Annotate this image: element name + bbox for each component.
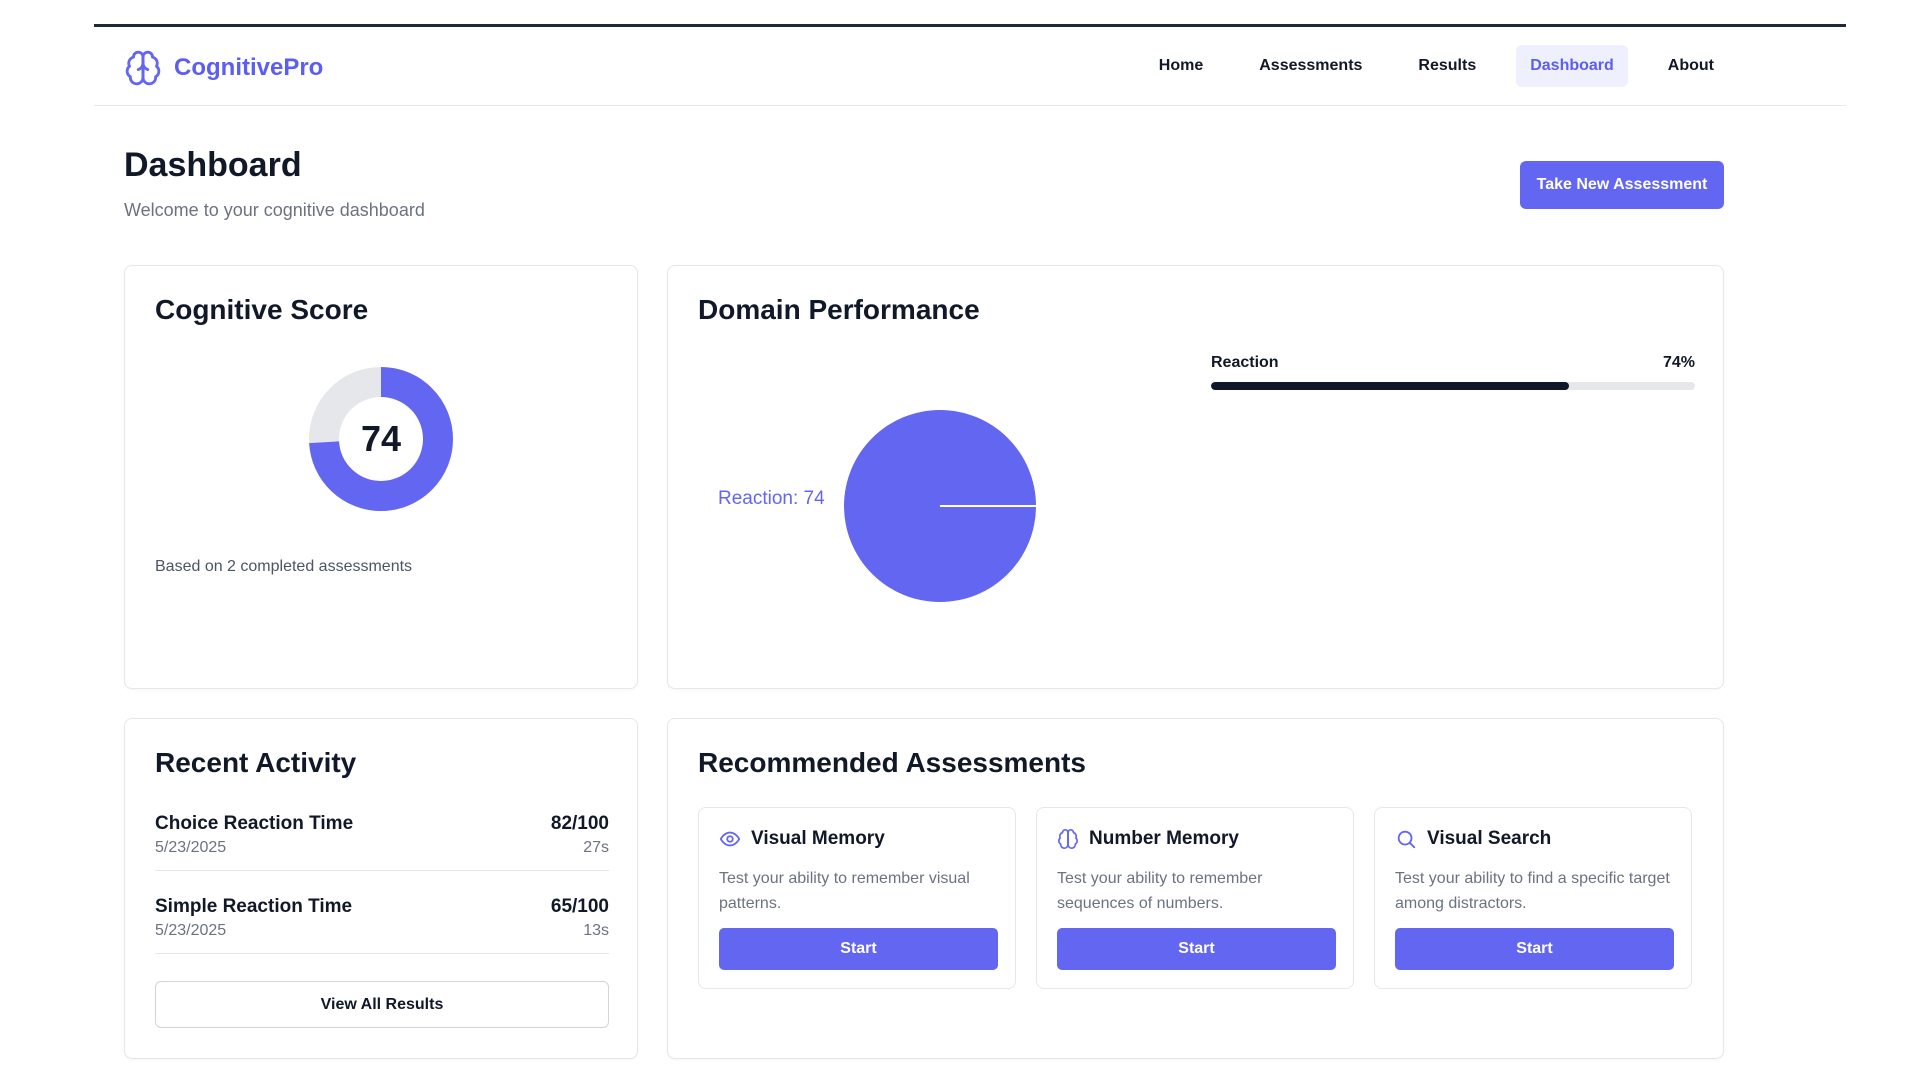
assessment-card-visual-memory: Visual Memory Test your ability to remem…: [698, 807, 1016, 989]
activity-time: 27s: [583, 839, 609, 856]
start-number-memory-button[interactable]: Start: [1057, 928, 1336, 970]
nav-assessments[interactable]: Assessments: [1259, 57, 1363, 74]
recent-activity-card: Recent Activity Choice Reaction Time 5/2…: [124, 718, 638, 1059]
score-ring: [309, 367, 453, 511]
nav-home[interactable]: Home: [1158, 57, 1204, 74]
assessment-description: Test your ability to find a specific tar…: [1395, 870, 1670, 912]
assessment-description: Test your ability to remember visual pat…: [719, 870, 970, 912]
domain-performance-title: Domain Performance: [698, 294, 980, 325]
brand-logo[interactable]: CognitivePro: [124, 49, 323, 87]
navbar: CognitivePro Home Assessments Results Da…: [94, 27, 1846, 106]
domain-pie-chart: [844, 410, 1036, 602]
nav-dashboard[interactable]: Dashboard: [1516, 45, 1628, 87]
take-new-assessment-button[interactable]: Take New Assessment: [1520, 161, 1724, 209]
domain-bar-reaction: Reaction 74%: [1211, 354, 1695, 390]
assessment-name: Visual Search: [1427, 828, 1552, 849]
domain-bar-fill: [1211, 382, 1570, 390]
domain-performance-card: Domain Performance Reaction: 74 Reaction…: [667, 265, 1724, 689]
activity-name: Choice Reaction Time: [155, 813, 354, 834]
assessment-description: Test your ability to remember sequences …: [1057, 870, 1263, 912]
pie-slice-label: Reaction: 74: [718, 488, 825, 509]
domain-bar-label: Reaction: [1211, 354, 1279, 371]
start-visual-search-button[interactable]: Start: [1395, 928, 1674, 970]
view-all-results-button[interactable]: View All Results: [155, 981, 609, 1028]
nav-about[interactable]: About: [1667, 57, 1714, 74]
brand-name: CognitivePro: [174, 54, 324, 81]
brain-icon: [125, 50, 161, 86]
score-note: Based on 2 completed assessments: [155, 558, 413, 575]
activity-time: 13s: [583, 922, 609, 939]
activity-date: 5/23/2025: [155, 922, 227, 939]
activity-item[interactable]: Simple Reaction Time 5/23/2025 65/100 13…: [155, 884, 609, 954]
page-subtitle: Welcome to your cognitive dashboard: [124, 200, 425, 220]
score-value: 74: [360, 418, 402, 459]
activity-item[interactable]: Choice Reaction Time 5/23/2025 82/100 27…: [155, 801, 609, 871]
assessment-name: Number Memory: [1089, 828, 1239, 849]
score-ring-fill: [309, 367, 453, 511]
recommended-assessments-title: Recommended Assessments: [698, 747, 1087, 778]
top-border: [94, 24, 1846, 27]
assessment-card-number-memory: Number Memory Test your ability to remem…: [1036, 807, 1354, 989]
start-visual-memory-button[interactable]: Start: [719, 928, 998, 970]
eye-icon: [719, 831, 741, 847]
recommended-assessments-card: Recommended Assessments Visual Memory Te…: [667, 718, 1724, 1059]
cognitive-score-title: Cognitive Score: [155, 294, 369, 325]
brain-icon: [1058, 829, 1078, 849]
search-icon: [1397, 830, 1416, 849]
cognitive-score-card: Cognitive Score 74 Based on 2 completed …: [124, 265, 638, 689]
activity-name: Simple Reaction Time: [155, 896, 353, 917]
activity-date: 5/23/2025: [155, 839, 227, 856]
activity-score: 65/100: [550, 896, 609, 917]
assessment-name: Visual Memory: [751, 828, 885, 849]
domain-bar-track: [1211, 382, 1695, 390]
domain-bar-value: 74%: [1662, 354, 1695, 371]
assessment-card-visual-search: Visual Search Test your ability to find …: [1374, 807, 1692, 989]
page-title: Dashboard: [124, 146, 302, 184]
recent-activity-title: Recent Activity: [155, 747, 357, 778]
nav-results[interactable]: Results: [1418, 57, 1477, 74]
main-nav: Home Assessments Results Dashboard About: [1145, 45, 1728, 87]
activity-score: 82/100: [550, 813, 609, 834]
